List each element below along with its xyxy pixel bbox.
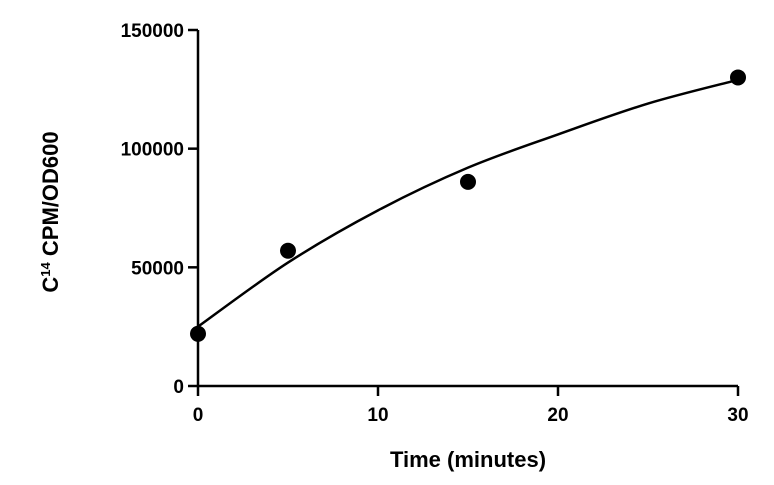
- y-axis-title-superscript: 14: [38, 261, 53, 276]
- data-point: [280, 242, 296, 259]
- x-tick-label: 20: [547, 405, 568, 426]
- y-axis-title: C14 CPM/OD600: [38, 131, 63, 292]
- y-axis-title-main: C: [38, 277, 63, 293]
- x-tick-label: 30: [727, 405, 748, 426]
- x-tick-label: 10: [367, 405, 388, 426]
- x-axis: 0 10 20 30: [193, 384, 749, 426]
- fit-curve-group: [197, 78, 739, 328]
- y-tick-label: 100000: [121, 140, 184, 161]
- x-axis-title: Time (minutes): [390, 447, 546, 472]
- data-points-group: [190, 69, 746, 342]
- data-point: [190, 325, 206, 342]
- data-point: [460, 173, 476, 190]
- data-point: [730, 69, 746, 86]
- x-tick-label: 0: [193, 405, 204, 426]
- y-tick-label: 50000: [131, 258, 184, 279]
- fit-curve-line: [197, 78, 739, 328]
- y-axis-title-rest: CPM/OD600: [38, 131, 63, 262]
- y-axis: 0 50000 100000 150000: [121, 21, 200, 398]
- y-tick-label: 0: [173, 377, 184, 398]
- y-tick-label: 150000: [121, 21, 184, 42]
